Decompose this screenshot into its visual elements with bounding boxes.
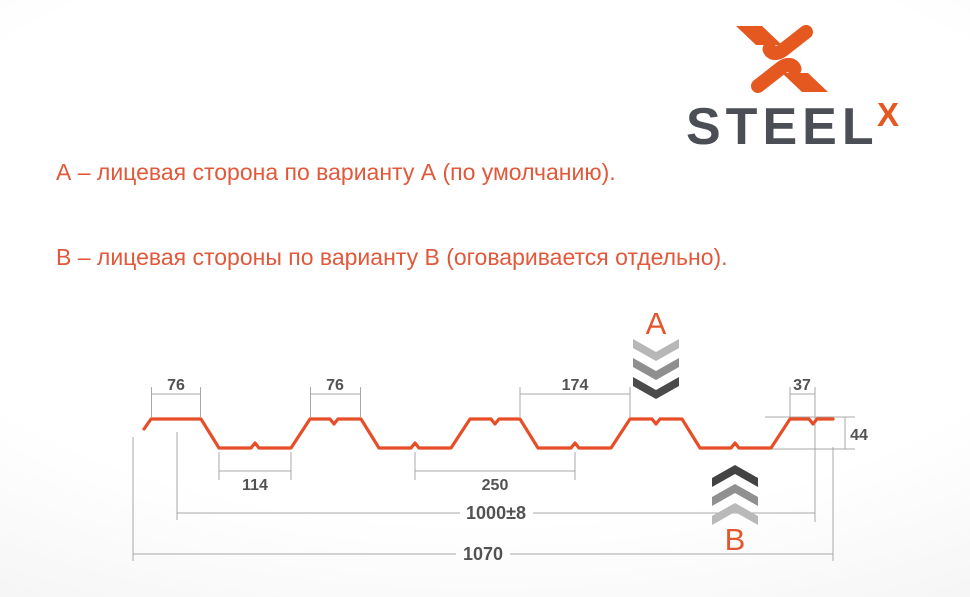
steelx-logo-icon (736, 25, 828, 93)
chevrons-down-icon (633, 339, 679, 399)
brand-name: STEEL (686, 98, 879, 156)
dim-crest-left: 76 (167, 377, 185, 394)
dim-overall-width: 1070 (463, 544, 503, 564)
dim-edge-lap: 37 (793, 377, 811, 394)
dim-rib-pitch: 250 (482, 477, 509, 494)
dim-profile-height: 44 (850, 427, 868, 444)
dimension-lines (132, 387, 855, 561)
marker-b-label: B (725, 522, 746, 557)
brand-suffix: X (877, 96, 900, 133)
dim-crest-mid: 76 (326, 377, 344, 394)
dim-working-width: 1000±8 (466, 503, 526, 523)
dim-crest-gap: 174 (562, 377, 589, 394)
chevrons-up-icon (712, 465, 758, 525)
variant-a-note: А – лицевая сторона по варианту А (по ум… (56, 159, 616, 185)
dim-valley-width: 114 (242, 477, 268, 494)
marker-a-label: A (646, 306, 667, 341)
profile-outline (142, 417, 835, 450)
variant-b-note: В – лицевая стороны по варианту В (огова… (56, 244, 728, 270)
